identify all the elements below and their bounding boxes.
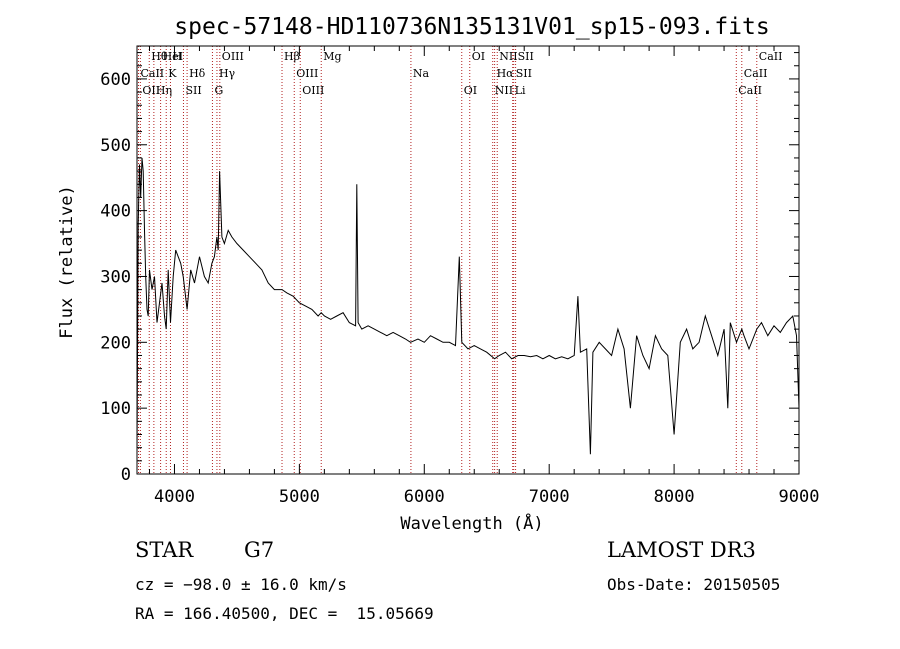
- line-label: OI: [472, 50, 485, 63]
- line-label: CaII: [744, 67, 768, 80]
- line-label: SII: [518, 50, 534, 63]
- chart-title: spec-57148-HD110736N135131V01_sp15-093.f…: [174, 14, 769, 40]
- spectral-subclass: G7: [244, 538, 275, 562]
- x-axis: 4000 5000 6000 7000 8000 9000: [148, 46, 820, 507]
- line-label: CaII: [140, 67, 164, 80]
- y-tick-label: 0: [121, 465, 131, 485]
- spectral-line-labels: Hθ CaII OII HeI K Hη H Hδ SII OIII Hγ G Hβ OIII OIII Mg…: [140, 50, 782, 97]
- line-label: Na: [413, 67, 430, 80]
- line-label: HeI: [163, 50, 183, 63]
- line-label: G: [214, 84, 223, 97]
- y-axis-label: Flux (relative): [57, 185, 77, 339]
- y-axis: 0 100 200 300 400 500 600: [100, 52, 799, 485]
- line-label: H: [172, 50, 182, 63]
- line-label: Hδ: [189, 67, 206, 80]
- line-label: OIII: [296, 67, 318, 80]
- line-label: SII: [185, 84, 201, 97]
- line-label: Li: [515, 84, 526, 97]
- line-label: CaII: [759, 50, 783, 63]
- y-tick-label: 500: [100, 136, 131, 156]
- line-label: OIII: [222, 50, 244, 63]
- line-label: CaII: [738, 84, 762, 97]
- line-label: OII: [142, 84, 160, 97]
- line-label: NII: [499, 50, 517, 63]
- y-tick-label: 200: [100, 333, 131, 353]
- line-label: Hη: [156, 84, 172, 97]
- object-class: STAR: [135, 538, 194, 562]
- line-label: NII: [495, 84, 513, 97]
- plot-frame: [136, 45, 800, 475]
- coordinates-label: RA = 166.40500, DEC = 15.05669: [135, 604, 434, 623]
- x-tick-label: 6000: [404, 487, 445, 507]
- x-tick-label: 4000: [154, 487, 195, 507]
- x-axis-label: Wavelength (Å): [400, 512, 543, 534]
- y-tick-label: 100: [100, 399, 131, 419]
- x-tick-label: 5000: [279, 487, 320, 507]
- line-label: Mg: [323, 50, 341, 63]
- spectral-line-markers: [137, 46, 758, 474]
- x-tick-label: 9000: [779, 487, 820, 507]
- obs-date-label: Obs-Date: 20150505: [607, 575, 781, 594]
- x-tick-label: 8000: [654, 487, 695, 507]
- line-label: Hβ: [284, 50, 300, 63]
- y-tick-label: 400: [100, 202, 131, 222]
- line-label: OI: [464, 84, 477, 97]
- line-label: Hθ: [151, 50, 168, 63]
- x-tick-label: 7000: [529, 487, 570, 507]
- survey-label: LAMOST DR3: [607, 538, 756, 562]
- line-label: Hγ: [219, 67, 236, 80]
- line-label: Hα: [497, 67, 515, 80]
- line-label: OIII: [302, 84, 324, 97]
- spectrum-line: [136, 157, 800, 455]
- y-tick-label: 600: [100, 70, 131, 90]
- y-tick-label: 300: [100, 267, 131, 287]
- line-label: SII: [516, 67, 532, 80]
- line-label: K: [168, 67, 177, 80]
- redshift-label: cz = −98.0 ± 16.0 km/s: [135, 575, 347, 594]
